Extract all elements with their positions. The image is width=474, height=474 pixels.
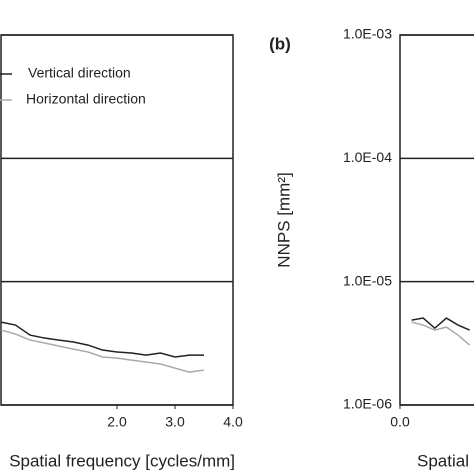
- x-tick-label: 3.0: [165, 414, 185, 430]
- x-axis-label: Spatial frequency [cycles/mm]: [417, 451, 474, 470]
- series-line: [411, 321, 471, 346]
- x-tick-label: 2.0: [107, 414, 127, 430]
- plot-frame: [399, 34, 474, 406]
- y-axis-label: NNPS [mm²]: [274, 172, 293, 267]
- x-tick-label: 0.0: [390, 414, 410, 430]
- y-tick-label: 1.0E-05: [343, 272, 392, 288]
- series-line: [411, 317, 470, 331]
- series-line: [0, 321, 204, 358]
- y-tick-label: 1.0E-03: [343, 26, 392, 42]
- y-tick-label: 1.0E-04: [343, 149, 392, 165]
- x-axis-label: Spatial frequency [cycles/mm]: [9, 451, 235, 470]
- x-tick-label: 4.0: [223, 414, 243, 430]
- legend-label: Horizontal direction: [26, 91, 146, 107]
- panel-label: (b): [269, 34, 291, 53]
- legend-label: Vertical direction: [28, 65, 131, 81]
- series-line: [0, 329, 205, 373]
- plot-frame: [0, 34, 234, 406]
- y-tick-label: 1.0E-06: [343, 396, 392, 412]
